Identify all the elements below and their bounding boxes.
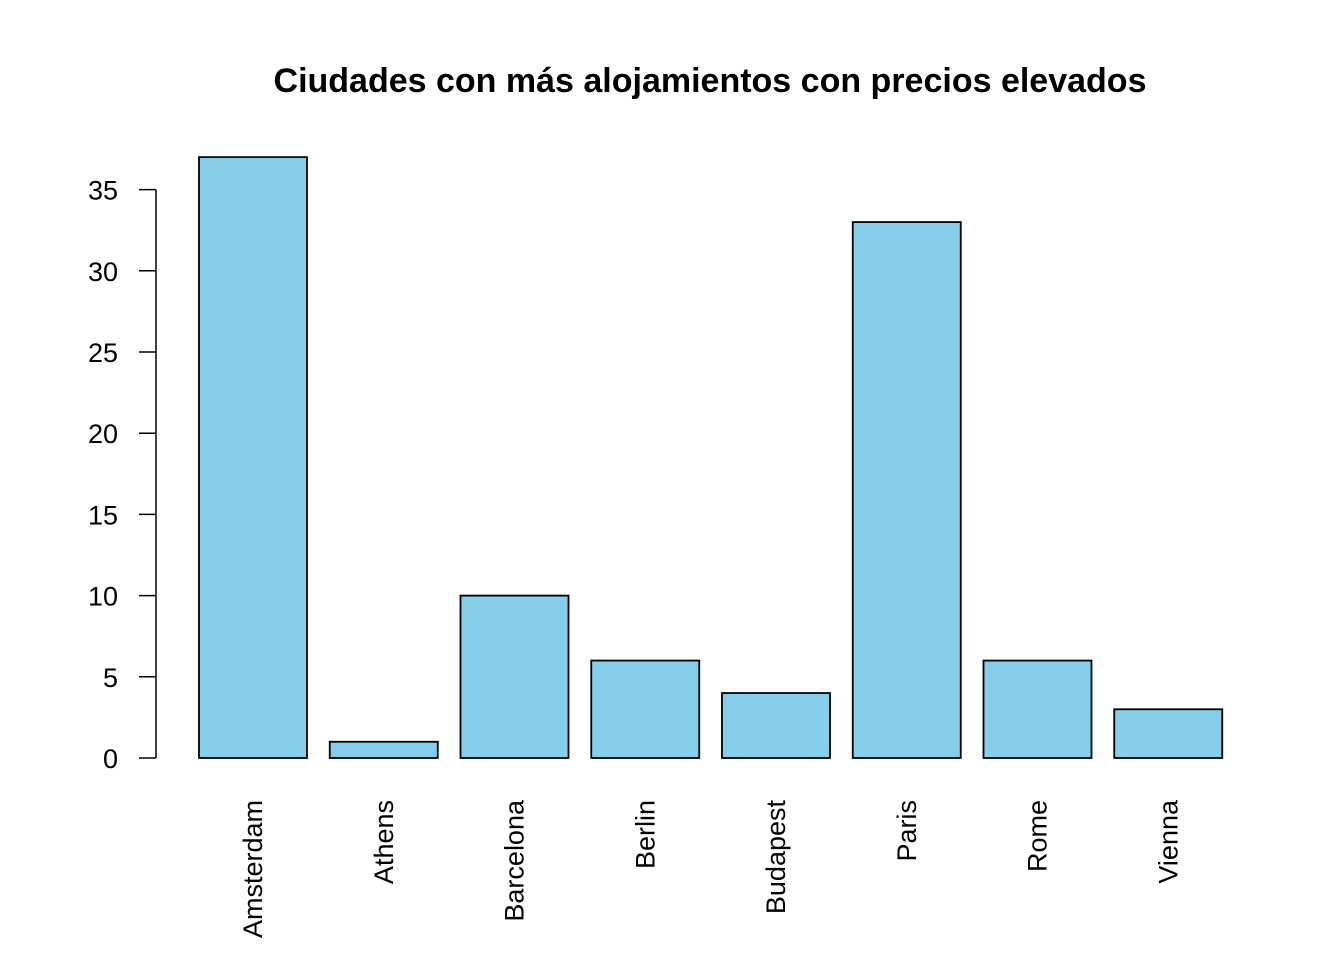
y-axis: 0 5 10 15 20 25 30 35 [88,176,157,774]
y-tick-label: 5 [103,663,118,693]
bar-athens [328,740,439,759]
bar-amsterdam [198,156,308,759]
x-tick-label-vienna: Vienna [1153,799,1183,884]
bar-budapest [721,692,831,759]
bar-berlin [590,659,701,759]
y-tick-label: 20 [88,419,118,449]
x-tick-label-budapest: Budapest [761,800,791,915]
y-tick-label: 25 [88,338,118,368]
chart-title: Ciudades con más alojamientos con precio… [274,62,1147,100]
y-tick-label: 35 [88,176,118,206]
x-tick-labels: Amsterdam Athens Barcelona Berlin Budapest Pa… [238,799,1183,938]
y-tick-label: 10 [88,582,118,612]
x-tick-label-athens: Athens [369,800,399,884]
y-tick-label: 0 [103,744,118,774]
x-tick-label-amsterdam: Amsterdam [238,800,268,938]
bar-vienna [1113,708,1224,759]
y-tick-label: 15 [88,500,118,530]
bar-rome [982,659,1093,759]
bars-group [198,156,1224,759]
y-tick-label: 30 [88,257,118,287]
bar-paris [851,221,962,759]
x-tick-label-barcelona: Barcelona [500,799,530,922]
x-tick-label-berlin: Berlin [630,800,660,869]
x-tick-label-rome: Rome [1023,800,1053,872]
x-tick-label-paris: Paris [892,800,922,862]
bar-barcelona [459,594,570,759]
